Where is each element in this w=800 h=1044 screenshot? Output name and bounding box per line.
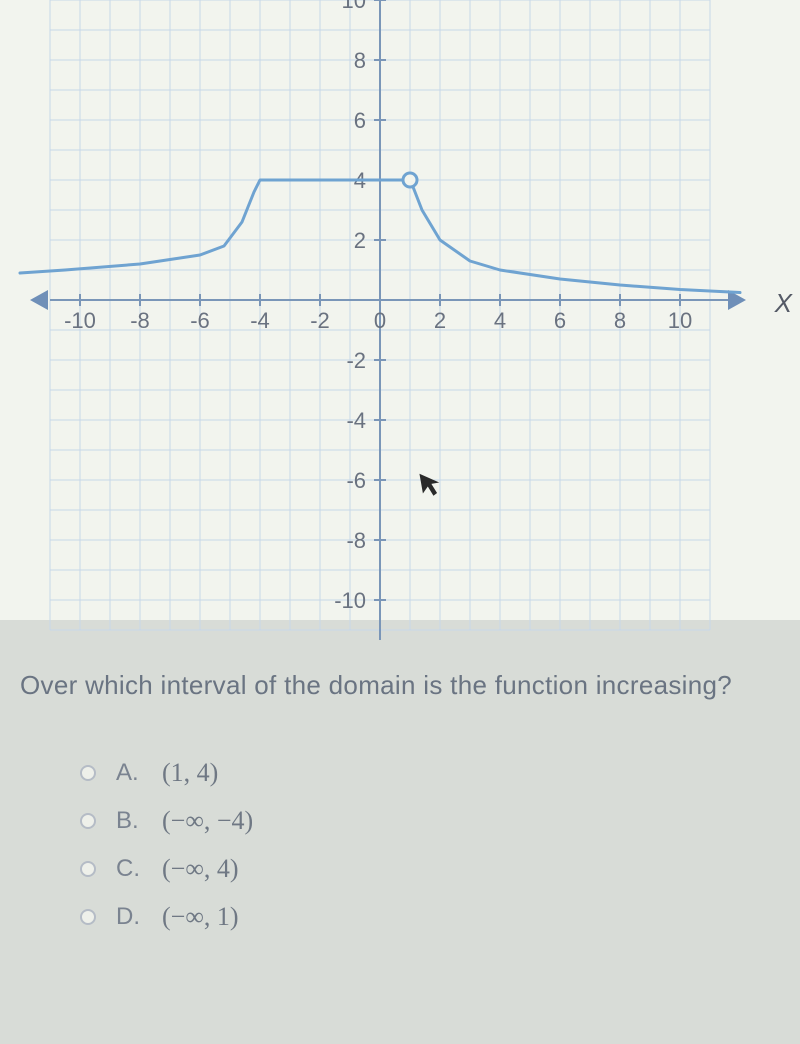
svg-text:-2: -2 <box>310 308 330 333</box>
svg-text:-4: -4 <box>250 308 270 333</box>
svg-text:10: 10 <box>668 308 692 333</box>
option-a[interactable]: A. (1, 4) <box>80 758 253 788</box>
svg-text:-8: -8 <box>130 308 150 333</box>
option-b[interactable]: B. (−∞, −4) <box>80 806 253 836</box>
svg-text:10: 10 <box>342 0 366 13</box>
svg-text:2: 2 <box>434 308 446 333</box>
options-list: A. (1, 4) B. (−∞, −4) C. (−∞, 4) D. (−∞,… <box>80 740 253 950</box>
svg-text:-6: -6 <box>190 308 210 333</box>
option-letter: B. <box>116 807 140 835</box>
svg-text:-2: -2 <box>346 348 366 373</box>
option-letter: A. <box>116 759 140 787</box>
svg-text:-10: -10 <box>64 308 96 333</box>
svg-text:-4: -4 <box>346 408 366 433</box>
radio-icon[interactable] <box>80 765 96 781</box>
radio-icon[interactable] <box>80 813 96 829</box>
option-c[interactable]: C. (−∞, 4) <box>80 854 253 884</box>
option-value: (1, 4) <box>162 758 218 788</box>
radio-icon[interactable] <box>80 861 96 877</box>
svg-text:2: 2 <box>354 228 366 253</box>
svg-text:8: 8 <box>354 48 366 73</box>
svg-text:6: 6 <box>554 308 566 333</box>
x-axis-label: X <box>775 288 792 319</box>
svg-text:8: 8 <box>614 308 626 333</box>
option-value: (−∞, 4) <box>162 854 239 884</box>
option-d[interactable]: D. (−∞, 1) <box>80 902 253 932</box>
option-letter: D. <box>116 903 140 931</box>
svg-text:6: 6 <box>354 108 366 133</box>
svg-text:-6: -6 <box>346 468 366 493</box>
svg-text:4: 4 <box>494 308 506 333</box>
graph-svg: -10-8-6-4-20246810108642-2-4-6-8-10 <box>0 0 800 640</box>
option-value: (−∞, −4) <box>162 806 253 836</box>
svg-text:-10: -10 <box>334 588 366 613</box>
svg-text:-8: -8 <box>346 528 366 553</box>
option-value: (−∞, 1) <box>162 902 239 932</box>
graph-area: -10-8-6-4-20246810108642-2-4-6-8-10 X <box>0 0 800 620</box>
radio-icon[interactable] <box>80 909 96 925</box>
svg-text:0: 0 <box>374 308 386 333</box>
option-letter: C. <box>116 855 140 883</box>
question-text: Over which interval of the domain is the… <box>20 670 732 701</box>
